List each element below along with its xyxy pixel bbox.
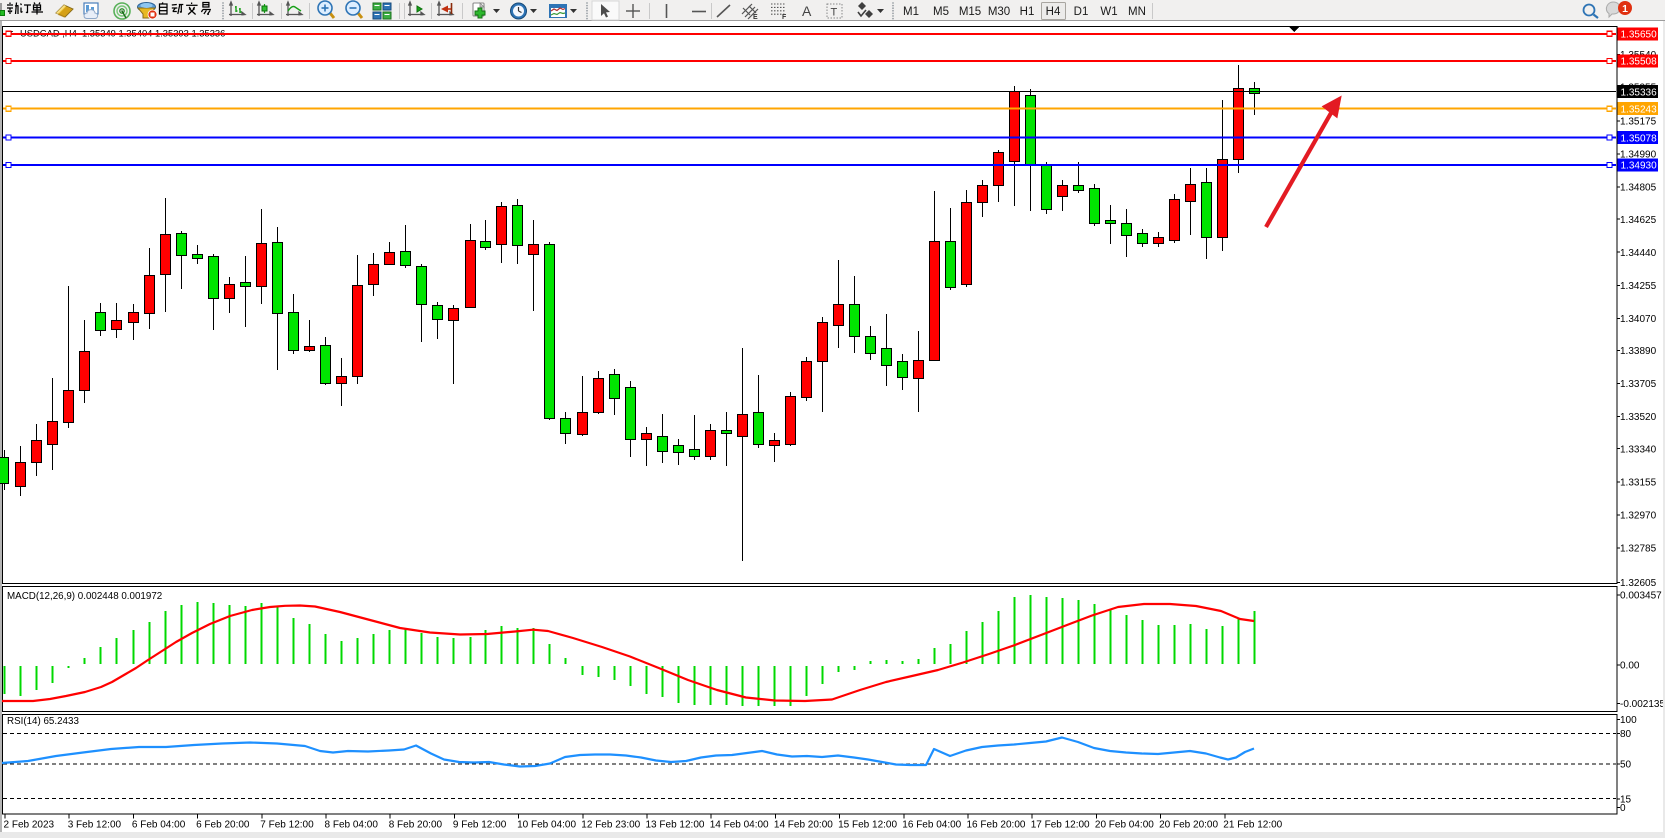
svg-text:6 Feb 20:00: 6 Feb 20:00 <box>196 820 250 831</box>
svg-text:1.35508: 1.35508 <box>1621 57 1658 68</box>
svg-text:0.003457: 0.003457 <box>1620 591 1662 602</box>
svg-text:1.32785: 1.32785 <box>1620 544 1657 555</box>
svg-text:100: 100 <box>1620 715 1637 726</box>
svg-text:1.35175: 1.35175 <box>1620 117 1657 128</box>
svg-text:1.34805: 1.34805 <box>1620 183 1657 194</box>
svg-text:1.35243: 1.35243 <box>1621 104 1658 115</box>
svg-text:1.35650: 1.35650 <box>1621 30 1658 41</box>
svg-text:M30: M30 <box>988 6 1010 18</box>
svg-text:0.00: 0.00 <box>1620 661 1640 672</box>
svg-text:10 Feb 04:00: 10 Feb 04:00 <box>517 820 576 831</box>
svg-text:20 Feb 20:00: 20 Feb 20:00 <box>1159 820 1218 831</box>
svg-text:6 Feb 04:00: 6 Feb 04:00 <box>132 820 186 831</box>
svg-text:1.32605: 1.32605 <box>1620 578 1657 589</box>
svg-text:M15: M15 <box>959 6 981 18</box>
svg-text:1.33520: 1.33520 <box>1620 412 1657 423</box>
svg-text:1.34255: 1.34255 <box>1620 281 1657 292</box>
svg-text:MACD(12,26,9) 0.002448 0.00197: MACD(12,26,9) 0.002448 0.001972 <box>7 591 162 602</box>
svg-text:13 Feb 12:00: 13 Feb 12:00 <box>646 820 705 831</box>
svg-text:8 Feb 04:00: 8 Feb 04:00 <box>325 820 379 831</box>
svg-text:17 Feb 12:00: 17 Feb 12:00 <box>1031 820 1090 831</box>
svg-text:0: 0 <box>1620 803 1626 814</box>
svg-text:D1: D1 <box>1074 6 1089 18</box>
svg-text:20 Feb 04:00: 20 Feb 04:00 <box>1095 820 1154 831</box>
svg-text:14 Feb 20:00: 14 Feb 20:00 <box>774 820 833 831</box>
svg-text:9 Feb 12:00: 9 Feb 12:00 <box>453 820 507 831</box>
svg-text:1.33155: 1.33155 <box>1620 477 1657 488</box>
svg-text:MN: MN <box>1128 6 1146 18</box>
svg-text:1.32970: 1.32970 <box>1620 511 1657 522</box>
svg-text:16 Feb 20:00: 16 Feb 20:00 <box>967 820 1026 831</box>
svg-text:15 Feb 12:00: 15 Feb 12:00 <box>838 820 897 831</box>
svg-text:21 Feb 12:00: 21 Feb 12:00 <box>1223 820 1282 831</box>
svg-text:16 Feb 04:00: 16 Feb 04:00 <box>902 820 961 831</box>
svg-text:1.33340: 1.33340 <box>1620 444 1657 455</box>
svg-text:RSI(14) 65.2433: RSI(14) 65.2433 <box>7 716 79 727</box>
svg-text:1.35336: 1.35336 <box>1621 87 1658 98</box>
svg-text:1.34625: 1.34625 <box>1620 215 1657 226</box>
svg-text:80: 80 <box>1620 729 1632 740</box>
svg-text:1: 1 <box>1622 3 1628 15</box>
svg-text:F: F <box>782 14 787 21</box>
svg-text:E: E <box>753 14 758 21</box>
svg-text:1.34990: 1.34990 <box>1620 150 1657 161</box>
svg-text:T: T <box>831 7 838 19</box>
svg-text:M1: M1 <box>903 6 919 18</box>
svg-text:12 Feb 23:00: 12 Feb 23:00 <box>581 820 640 831</box>
svg-text:H4: H4 <box>1046 6 1061 18</box>
svg-text:8 Feb 20:00: 8 Feb 20:00 <box>389 820 443 831</box>
svg-text:7 Feb 12:00: 7 Feb 12:00 <box>260 820 314 831</box>
svg-text:1.33890: 1.33890 <box>1620 346 1657 357</box>
svg-text:W1: W1 <box>1100 6 1117 18</box>
svg-text:-0.002135: -0.002135 <box>1620 699 1665 710</box>
svg-text:H1: H1 <box>1020 6 1035 18</box>
svg-text:M5: M5 <box>933 6 949 18</box>
svg-text:1.33705: 1.33705 <box>1620 379 1657 390</box>
svg-text:A: A <box>802 3 812 19</box>
svg-text:50: 50 <box>1620 760 1632 771</box>
svg-text:2 Feb 2023: 2 Feb 2023 <box>4 820 55 831</box>
svg-text:1.34440: 1.34440 <box>1620 248 1657 259</box>
svg-text:15: 15 <box>1620 795 1632 806</box>
svg-text:14 Feb 04:00: 14 Feb 04:00 <box>710 820 769 831</box>
svg-text:1.35078: 1.35078 <box>1621 133 1658 144</box>
svg-text:1.34070: 1.34070 <box>1620 314 1657 325</box>
svg-text:1.34930: 1.34930 <box>1621 161 1658 172</box>
svg-text:3 Feb 12:00: 3 Feb 12:00 <box>68 820 122 831</box>
